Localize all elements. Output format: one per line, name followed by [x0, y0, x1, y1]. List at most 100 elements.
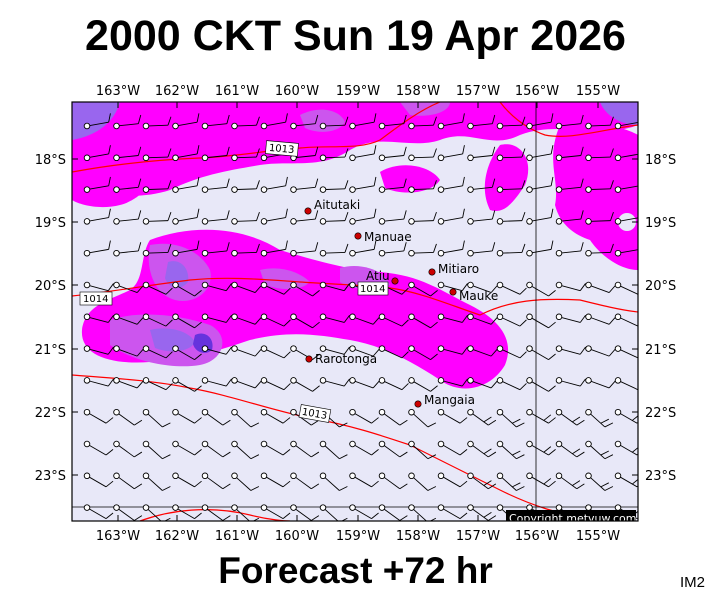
wind-barb — [172, 208, 200, 225]
wind-barb — [614, 313, 638, 327]
wind-barb — [231, 345, 262, 357]
wind-barb — [349, 472, 379, 488]
wind-barb — [437, 472, 468, 488]
wind-barb — [555, 472, 585, 490]
wind-barb — [231, 440, 260, 460]
wind-barb — [378, 242, 407, 257]
wind-barb — [142, 408, 171, 428]
isobar-label-1014-west: 1014 — [83, 294, 108, 305]
wind-barb — [201, 146, 230, 162]
lat-label-left: 18°S — [35, 153, 66, 168]
town-marker-mitiaro — [428, 268, 436, 276]
lat-label-right: 23°S — [645, 469, 676, 484]
wind-barb — [378, 472, 408, 490]
wind-barb — [349, 377, 380, 389]
wind-barb — [290, 178, 319, 193]
wind-barb — [83, 208, 111, 225]
wind-barb — [113, 408, 143, 426]
wind-barb — [201, 178, 230, 193]
wind-barb — [319, 148, 349, 162]
wind-barb — [378, 146, 407, 162]
wind-barb — [467, 242, 496, 257]
lon-label-top: 159°W — [336, 84, 380, 99]
town-label-mangaia: Mangaia — [424, 393, 475, 407]
wind-barb — [201, 242, 230, 257]
wind-barb — [496, 281, 527, 295]
wind-barb — [378, 504, 408, 521]
wind-barb — [113, 146, 142, 162]
town-markers: Aitutaki Manuae Atiu Mitiaro Mauke Rarot… — [304, 198, 498, 408]
wind-barb — [142, 243, 172, 257]
wind-barb — [585, 243, 614, 257]
wind-barb — [467, 504, 497, 521]
wind-barb — [467, 377, 498, 389]
town-marker-mangaia — [414, 400, 422, 408]
wind-barb — [201, 114, 230, 130]
wind-barb — [614, 281, 638, 295]
lat-label-right: 19°S — [645, 216, 676, 231]
wind-barb — [142, 180, 172, 193]
wind-barb — [555, 281, 586, 292]
wind-barb — [614, 153, 638, 162]
wind-barb — [172, 504, 202, 519]
isobar-label-1014-central: 1014 — [360, 284, 385, 295]
wind-barb — [172, 176, 200, 193]
wind-barb — [231, 504, 260, 521]
wind-barb — [496, 148, 526, 162]
wind-barb — [290, 146, 319, 162]
wind-barb — [201, 313, 232, 323]
wind-barb — [437, 145, 465, 162]
lon-label-top: 162°W — [155, 84, 199, 99]
town-marker-manuae — [354, 232, 362, 240]
lon-label-bottom: 163°W — [96, 529, 140, 544]
wind-barb — [83, 345, 114, 355]
wind-barb — [408, 243, 437, 257]
wind-barb — [260, 176, 288, 193]
wind-barb — [408, 281, 438, 297]
wind-barb — [231, 148, 260, 162]
town-label-manuae: Manuae — [364, 230, 412, 244]
wind-barb — [231, 313, 262, 325]
lon-label-top: 157°W — [456, 84, 500, 99]
wind-barb — [378, 178, 407, 193]
wind-barb — [113, 345, 144, 357]
wind-barb — [172, 240, 200, 257]
wind-barb — [290, 504, 320, 521]
wind-barb — [142, 116, 172, 130]
wind-barb — [142, 504, 171, 521]
wind-barb — [142, 148, 172, 162]
lon-label-bottom: 161°W — [215, 529, 259, 544]
wind-barb — [319, 243, 349, 257]
wind-barb — [408, 148, 437, 162]
wind-barb — [526, 472, 556, 488]
wind-barb — [319, 281, 350, 292]
wind-barb — [496, 440, 525, 460]
wind-barb — [319, 472, 348, 491]
wind-barb — [555, 210, 584, 225]
wind-barb — [290, 408, 320, 426]
wind-barb — [585, 377, 616, 389]
lon-label-top: 163°W — [96, 84, 140, 99]
wind-barb — [142, 313, 173, 327]
wind-barb — [437, 408, 468, 424]
lat-label-left: 19°S — [35, 216, 66, 231]
wind-barb — [437, 113, 465, 130]
wind-barb — [201, 440, 231, 458]
wind-barb — [614, 249, 638, 257]
wind-barb — [172, 408, 202, 424]
town-marker-mauke — [449, 288, 457, 296]
wind-barb — [496, 408, 525, 428]
wind-barb — [290, 114, 319, 130]
lat-label-left: 21°S — [35, 343, 66, 358]
wind-barb — [172, 377, 202, 392]
wind-barb — [467, 281, 498, 293]
wind-barb — [437, 176, 465, 193]
wind-barb — [319, 313, 350, 323]
wind-barb — [290, 313, 320, 329]
wind-barb — [585, 211, 614, 225]
wind-barb — [142, 472, 171, 491]
town-marker-rarotonga — [305, 355, 313, 363]
wind-barb — [290, 377, 320, 392]
wind-barb — [408, 472, 437, 491]
